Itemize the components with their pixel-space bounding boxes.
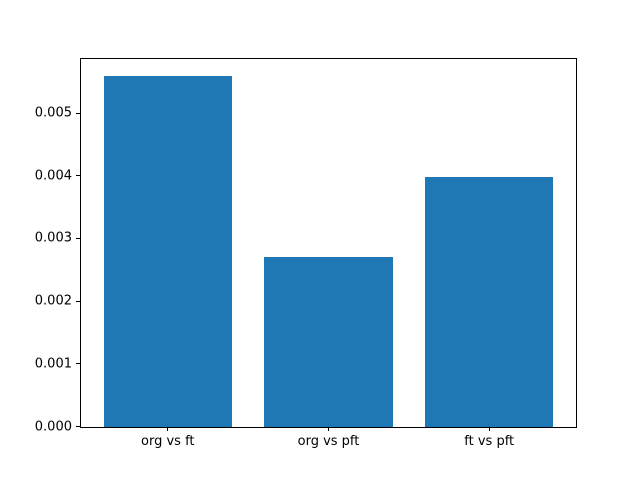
y-tick-mark <box>76 175 80 177</box>
y-tick-mark <box>76 363 80 365</box>
plot-area: 0.000 0.001 0.002 0.003 0.004 0.005 org vs ft… <box>35 57 577 448</box>
y-tick-label-0.000: 0.000 <box>34 419 72 434</box>
y-tick-mark <box>76 237 80 239</box>
y-tick-label-0.005: 0.005 <box>34 105 72 121</box>
bar-org-vs-ft <box>103 76 233 427</box>
x-tick-mark <box>167 426 169 431</box>
bar-org-vs-pft <box>264 256 393 427</box>
y-tick-label-0.003: 0.003 <box>34 230 72 246</box>
y-tick-mark <box>76 426 80 427</box>
y-tick-mark <box>76 300 80 302</box>
y-tick-label-0.002: 0.002 <box>34 293 72 309</box>
y-tick-label-0.001: 0.001 <box>34 356 72 372</box>
y-tick-label-0.004: 0.004 <box>34 168 72 184</box>
x-tick-mark <box>328 426 329 431</box>
x-tick-mark <box>488 426 490 431</box>
x-tick-label-org-vs-pft: org vs pft <box>297 433 360 449</box>
x-tick-label-ft-vs-pft: ft vs pft <box>464 433 515 449</box>
y-tick-mark <box>76 112 80 114</box>
bar-ft-vs-pft <box>424 177 554 427</box>
x-tick-label-org-vs-ft: org vs ft <box>141 433 195 449</box>
